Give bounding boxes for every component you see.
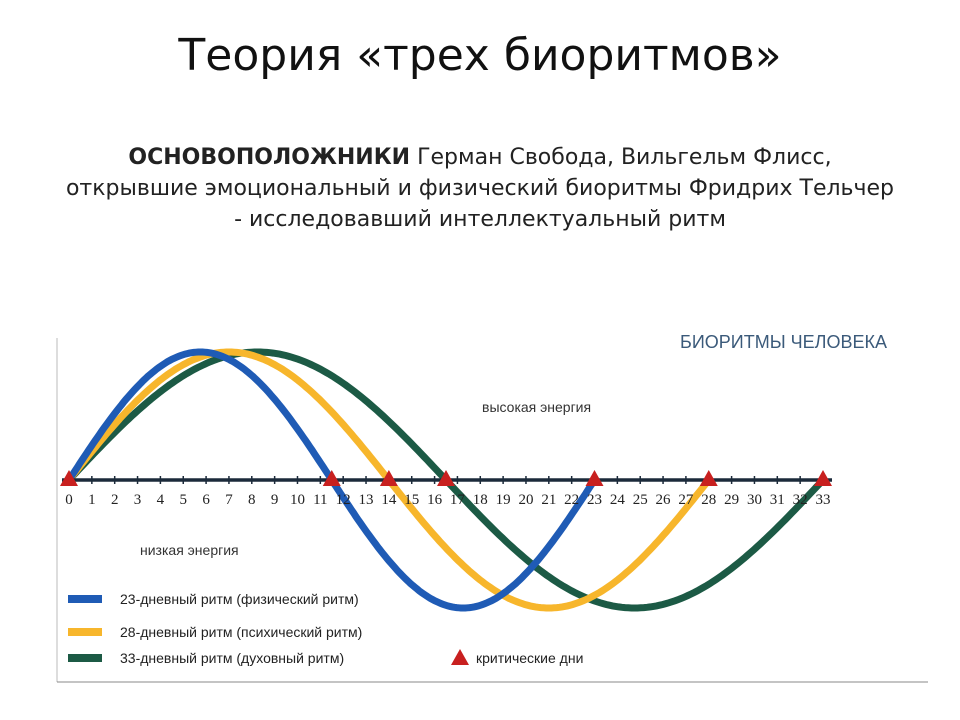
legend-critical-label: критические дни bbox=[476, 650, 583, 666]
legend-label: 33-дневный ритм (духовный ритм) bbox=[120, 650, 344, 666]
x-tick-label: 27 bbox=[678, 492, 694, 508]
x-tick-label: 10 bbox=[290, 492, 305, 508]
x-tick-label: 6 bbox=[202, 492, 210, 508]
page-title: Теория «трех биоритмов» bbox=[178, 30, 782, 81]
x-tick-label: 0 bbox=[65, 492, 73, 508]
legend-label: 28-дневный ритм (психический ритм) bbox=[120, 624, 362, 640]
critical-day-marker bbox=[585, 470, 604, 486]
x-tick-label: 9 bbox=[271, 492, 279, 508]
legend-swatch bbox=[68, 654, 102, 662]
critical-day-marker bbox=[437, 470, 455, 486]
x-tick-label: 7 bbox=[225, 492, 233, 508]
x-tick-label: 14 bbox=[381, 492, 397, 508]
x-tick-label: 32 bbox=[793, 492, 808, 508]
x-tick-label: 11 bbox=[313, 492, 327, 508]
x-tick-label: 33 bbox=[816, 492, 831, 508]
x-tick-label: 3 bbox=[134, 492, 142, 508]
legend: 23-дневный ритм (физический ритм) 28-днев… bbox=[68, 591, 583, 666]
x-tick-label: 5 bbox=[179, 492, 187, 508]
x-tick-label: 31 bbox=[770, 492, 785, 508]
x-tick-label: 18 bbox=[473, 492, 488, 508]
x-tick-label: 4 bbox=[157, 492, 165, 508]
x-tick-label: 17 bbox=[450, 492, 466, 508]
x-tick-label: 20 bbox=[518, 492, 533, 508]
critical-day-marker bbox=[322, 470, 341, 486]
legend-swatch bbox=[68, 595, 102, 603]
high-energy-label: высокая энергия bbox=[482, 399, 591, 415]
x-tick-label: 30 bbox=[747, 492, 762, 508]
x-tick-label: 15 bbox=[404, 492, 419, 508]
x-tick-label: 16 bbox=[427, 492, 443, 508]
founders-text-block: ОСНОВОПОЛОЖНИКИ Герман Свобода, Вильгель… bbox=[60, 142, 900, 235]
founders-label: ОСНОВОПОЛОЖНИКИ bbox=[128, 145, 411, 170]
x-tick-label: 8 bbox=[248, 492, 256, 508]
critical-day-marker bbox=[379, 470, 398, 486]
legend-label: 23-дневный ритм (физический ритм) bbox=[120, 591, 359, 607]
critical-day-marker bbox=[60, 470, 78, 486]
x-tick-label: 22 bbox=[564, 492, 579, 508]
x-tick-label: 24 bbox=[610, 492, 626, 508]
x-tick-label: 13 bbox=[359, 492, 374, 508]
x-tick-labels: 0 1 2 3 4 5 6 7 8 9 10 11 12 13 14 15 16 17 18 19 20 21 22 23 24… bbox=[65, 492, 830, 508]
chart-title: БИОРИТМЫ ЧЕЛОВЕКА bbox=[680, 332, 887, 352]
biorhythm-chart: БИОРИТМЫ ЧЕЛОВЕКА высокая энергия низкая… bbox=[56, 332, 928, 683]
legend-critical-icon bbox=[451, 649, 469, 665]
x-tick-label: 12 bbox=[336, 492, 351, 508]
founders-text: Герман Свобода, Вильгельм Флисс, открывш… bbox=[65, 145, 895, 232]
x-tick-label: 21 bbox=[541, 492, 556, 508]
x-tick-label: 1 bbox=[88, 492, 96, 508]
x-tick-label: 19 bbox=[496, 492, 511, 508]
critical-day-marker bbox=[699, 470, 718, 486]
critical-day-marker bbox=[814, 470, 832, 486]
low-energy-label: низкая энергия bbox=[140, 542, 239, 558]
critical-day-markers bbox=[60, 470, 832, 486]
x-tick-label: 2 bbox=[111, 492, 119, 508]
x-tick-label: 28 bbox=[701, 492, 716, 508]
x-tick-label: 25 bbox=[633, 492, 648, 508]
x-tick-label: 23 bbox=[587, 492, 602, 508]
legend-swatch bbox=[68, 628, 102, 636]
x-tick-label: 29 bbox=[724, 492, 739, 508]
x-tick-label: 26 bbox=[656, 492, 672, 508]
